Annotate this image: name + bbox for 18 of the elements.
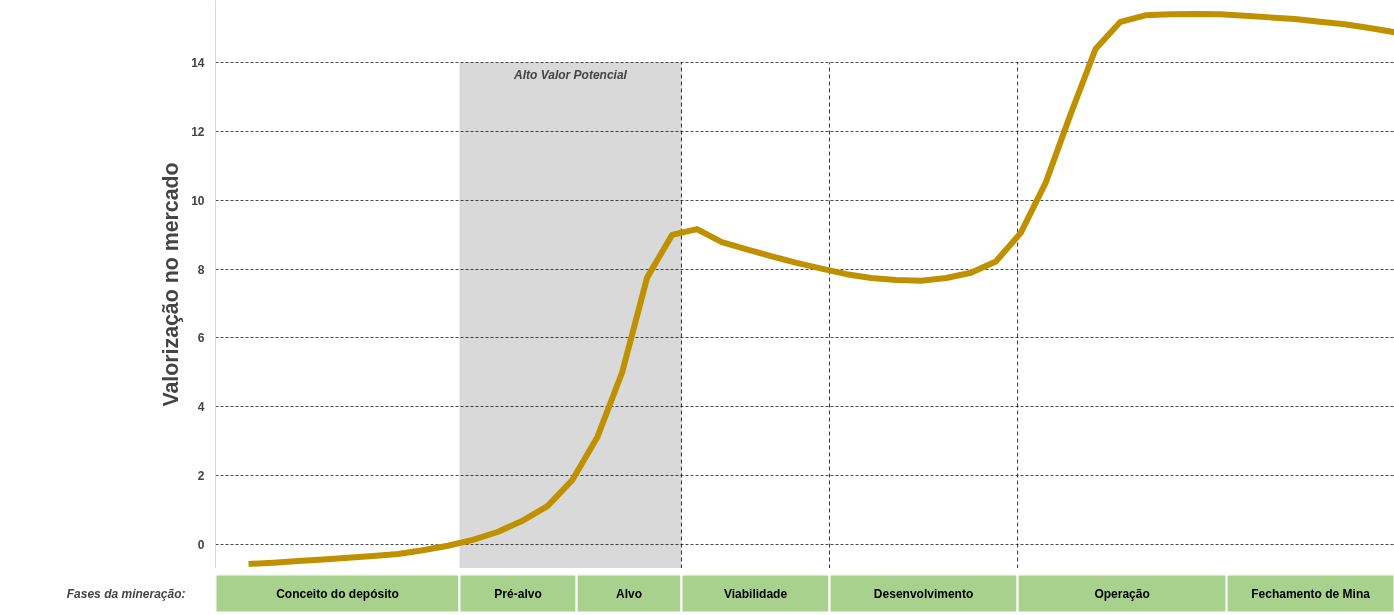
text: Conceito do depósito: [276, 586, 399, 601]
text: Viabilidade: [723, 586, 788, 601]
y-tick-label: 8: [197, 262, 205, 277]
annotation: Alto Valor Potencial: [513, 68, 628, 83]
y-tick-label: 0: [197, 537, 205, 552]
y-tick-label: 4: [197, 400, 205, 415]
y-tick-label: 14: [191, 55, 205, 70]
y-tick-label: 12: [191, 124, 205, 139]
text: Alvo: [616, 586, 643, 601]
y-axis-title: Valorização no mercado: [159, 162, 184, 407]
y-tick-label: 2: [197, 469, 205, 484]
text: Desenvolvimento: [873, 586, 974, 601]
x-axis-title: Fases da mineração:: [66, 586, 186, 601]
y-tick-label: 6: [197, 331, 205, 346]
y-tick-label: 10: [191, 193, 205, 208]
text: Fechamento de Mina: [1251, 586, 1371, 601]
text: Pré-alvo: [494, 586, 542, 601]
text: Operação: [1094, 586, 1150, 601]
